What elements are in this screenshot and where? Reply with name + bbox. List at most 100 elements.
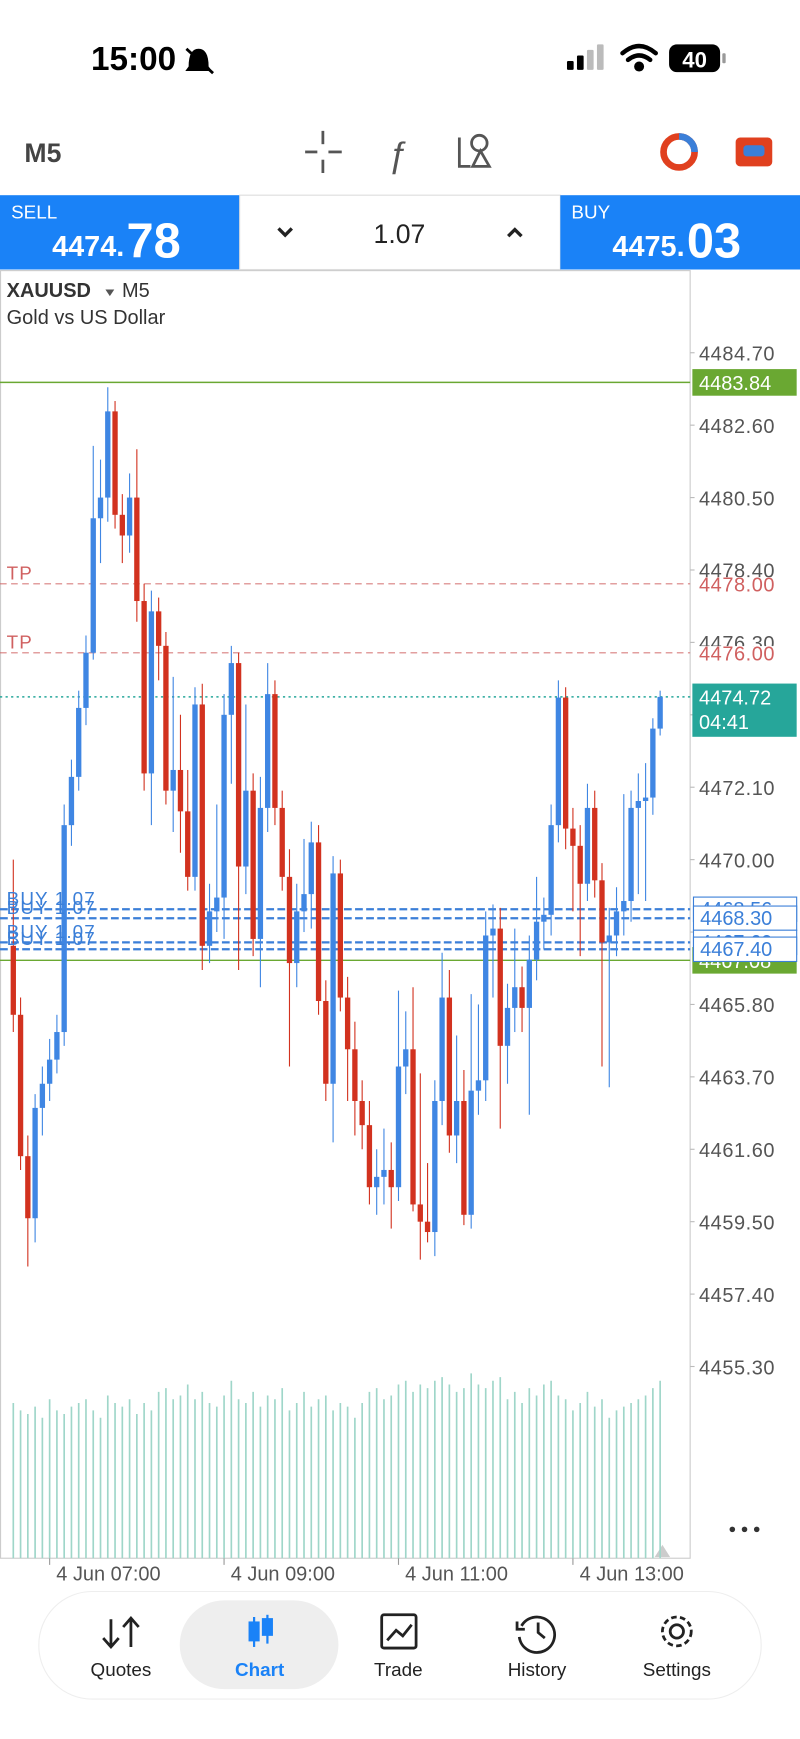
indicators-button[interactable]: ƒ xyxy=(387,134,407,175)
candle-body xyxy=(76,707,82,777)
candle-body xyxy=(562,697,569,829)
x-tick-label: 4 Jun 13:00 xyxy=(580,1563,684,1585)
history-icon xyxy=(515,1615,556,1654)
sell-price-main: 4474. xyxy=(52,231,124,263)
nav-item[interactable]: Settings xyxy=(643,1659,711,1680)
more-button[interactable] xyxy=(729,1526,760,1533)
candle-body xyxy=(533,921,540,960)
wifi-icon xyxy=(620,43,658,72)
candle-body xyxy=(10,945,16,1015)
candle-body xyxy=(148,611,155,774)
candle-body xyxy=(657,696,663,729)
candle-body xyxy=(461,1100,467,1215)
lot-decrease[interactable] xyxy=(277,227,293,238)
level-label: BUY 1.07 xyxy=(7,928,96,949)
x-tick-label: 4 Jun 09:00 xyxy=(231,1563,335,1585)
battery-tip xyxy=(722,53,726,64)
candle-body xyxy=(337,873,344,998)
candle-body xyxy=(606,935,612,943)
lot-value[interactable]: 1.07 xyxy=(374,219,426,249)
battery-level: 40 xyxy=(682,48,707,73)
timeframe-button[interactable]: M5 xyxy=(24,138,61,168)
x-tick-label: 4 Jun 07:00 xyxy=(56,1563,160,1585)
lot-increase[interactable] xyxy=(507,227,523,238)
candle-body xyxy=(650,728,656,798)
y-tick-label: 4463.70 xyxy=(699,1068,775,1090)
nav-bar xyxy=(38,1590,762,1700)
x-tick-label: 4 Jun 11:00 xyxy=(405,1563,508,1585)
candle-body xyxy=(453,1100,460,1136)
price-label-box xyxy=(692,905,798,932)
y-tick-label: 4482.60 xyxy=(699,416,775,438)
trade-icon xyxy=(380,1613,418,1650)
candle-body xyxy=(599,880,605,943)
price-label-box xyxy=(692,577,797,598)
chart-icon xyxy=(248,1614,273,1647)
chart: XAUUSD M5 Gold vs US Dollar xyxy=(0,270,691,1559)
symbol-description: Gold vs US Dollar xyxy=(7,307,166,329)
nav-item[interactable]: Trade xyxy=(374,1659,423,1680)
candle-body xyxy=(97,497,104,519)
candle-body xyxy=(366,1125,373,1188)
candle-body xyxy=(483,935,489,1081)
nav-item[interactable]: History xyxy=(508,1659,567,1680)
candle-body xyxy=(584,807,591,884)
candle-body xyxy=(526,959,532,1008)
sell-button[interactable] xyxy=(0,195,240,270)
candle-body xyxy=(279,807,285,877)
chart-frame xyxy=(0,270,691,1559)
candle-body xyxy=(119,514,125,536)
crosshair-button[interactable] xyxy=(305,130,342,174)
candle-body xyxy=(635,801,641,808)
nav-item[interactable]: Chart xyxy=(235,1659,285,1680)
chart-timeframe: M5 xyxy=(122,280,150,302)
status-time: 15:00 xyxy=(91,41,176,78)
candle-body xyxy=(185,811,191,877)
price-label-box xyxy=(692,646,797,667)
objects-button[interactable] xyxy=(457,133,492,168)
buy-button[interactable] xyxy=(560,195,800,270)
level-label: TP xyxy=(7,631,33,652)
candle-body xyxy=(90,518,96,653)
candle-body xyxy=(170,769,176,791)
candle-body xyxy=(519,987,525,1008)
symbol-dropdown[interactable] xyxy=(105,289,115,297)
y-tick-label: 4472.10 xyxy=(699,778,775,800)
candle-body xyxy=(352,1049,358,1101)
candle-body xyxy=(475,1080,482,1091)
candle-body xyxy=(439,997,445,1101)
signals-button[interactable] xyxy=(660,133,698,171)
candle-body xyxy=(286,876,293,964)
trade-button[interactable] xyxy=(735,137,773,167)
price-label: 4468.30 xyxy=(700,908,772,930)
nav-selected-bg xyxy=(179,1600,339,1690)
candle-body xyxy=(17,1014,24,1157)
candle-body xyxy=(68,776,75,826)
y-tick-label: 4465.80 xyxy=(699,995,775,1017)
candle-body xyxy=(359,1100,365,1126)
nav-item[interactable]: Quotes xyxy=(91,1659,152,1680)
buy-label: BUY xyxy=(571,201,610,222)
candle-body xyxy=(424,1221,431,1233)
candle-body xyxy=(294,911,300,964)
y-tick-label: 4459.50 xyxy=(699,1212,775,1234)
candle-body xyxy=(105,411,111,498)
candle-body xyxy=(592,807,598,881)
candle-body xyxy=(613,911,620,936)
mute-icon xyxy=(185,47,214,75)
settings-icon xyxy=(661,1615,693,1648)
candle-body xyxy=(46,1059,53,1084)
level-label: TP xyxy=(7,562,33,583)
quotes-icon xyxy=(102,1616,140,1650)
bar-countdown: 04:41 xyxy=(699,712,749,734)
candle-body xyxy=(192,704,198,877)
candle-body xyxy=(344,997,351,1050)
candle-body xyxy=(621,901,627,912)
candle-body xyxy=(25,1156,31,1219)
y-tick-label: 4461.60 xyxy=(699,1140,775,1162)
candle-body xyxy=(642,797,649,802)
symbol: XAUUSD xyxy=(7,280,91,302)
candle-body xyxy=(541,914,547,922)
